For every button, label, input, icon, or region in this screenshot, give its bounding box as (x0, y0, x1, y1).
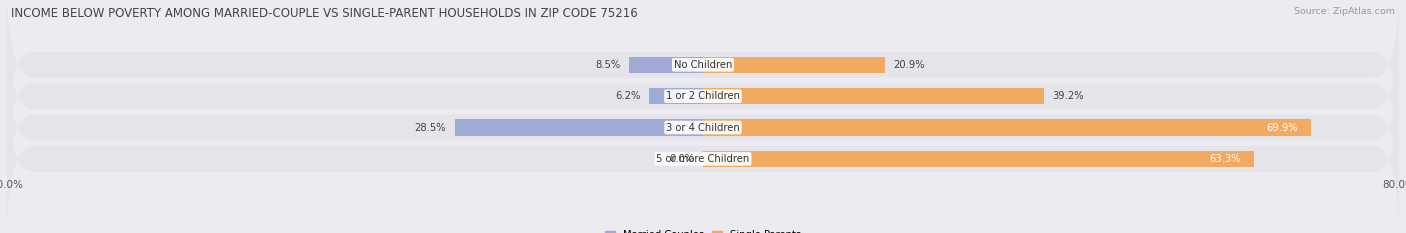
Bar (628, 57, 703, 73)
Text: 0.0%: 0.0% (669, 154, 695, 164)
Text: 8.5%: 8.5% (595, 60, 620, 70)
Bar (703, 88, 1045, 104)
Text: 5 or more Children: 5 or more Children (657, 154, 749, 164)
Text: 6.2%: 6.2% (614, 91, 640, 101)
Text: Source: ZipAtlas.com: Source: ZipAtlas.com (1294, 7, 1395, 16)
Text: 3 or 4 Children: 3 or 4 Children (666, 123, 740, 133)
FancyBboxPatch shape (7, 15, 1399, 177)
Text: 28.5%: 28.5% (415, 123, 446, 133)
FancyBboxPatch shape (7, 46, 1399, 209)
Text: INCOME BELOW POVERTY AMONG MARRIED-COUPLE VS SINGLE-PARENT HOUSEHOLDS IN ZIP COD: INCOME BELOW POVERTY AMONG MARRIED-COUPL… (11, 7, 638, 20)
Text: 20.9%: 20.9% (894, 60, 925, 70)
Text: 69.9%: 69.9% (1267, 123, 1298, 133)
Text: No Children: No Children (673, 60, 733, 70)
Text: 39.2%: 39.2% (1053, 91, 1084, 101)
Bar (650, 88, 703, 104)
FancyBboxPatch shape (7, 78, 1399, 233)
Text: 1 or 2 Children: 1 or 2 Children (666, 91, 740, 101)
Legend: Married Couples, Single Parents: Married Couples, Single Parents (605, 230, 801, 233)
Bar (703, 57, 884, 73)
Text: 63.3%: 63.3% (1209, 154, 1240, 164)
Bar (456, 119, 703, 136)
Bar (703, 151, 1254, 167)
FancyBboxPatch shape (7, 0, 1399, 146)
Bar (703, 119, 1312, 136)
